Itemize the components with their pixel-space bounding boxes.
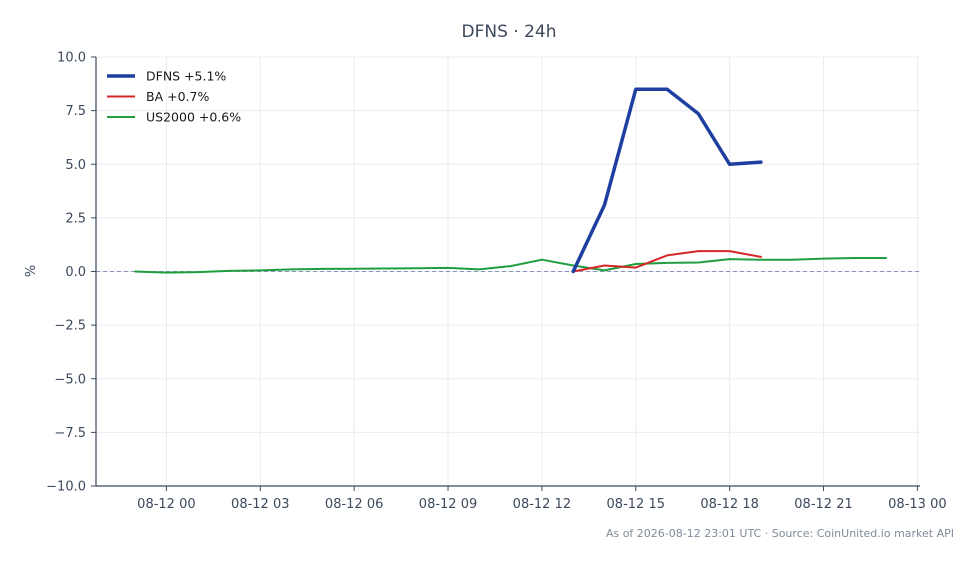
x-tick-label: 08-12 00 (137, 497, 195, 512)
series-line-1 (572, 250, 762, 273)
legend: DFNS +5.1% BA +0.7% US2000 +0.6% (107, 69, 241, 125)
x-tick-label: 08-12 18 (700, 497, 758, 512)
legend-entry: BA +0.7% (146, 89, 209, 104)
x-tick-label: 08-12 15 (607, 497, 665, 512)
chart-title: DFNS · 24h (462, 22, 557, 42)
y-tick-label: 0.0 (65, 265, 86, 280)
series-lines (134, 87, 888, 274)
series-line-2 (134, 257, 888, 274)
y-tick-label: 2.5 (65, 211, 86, 226)
legend-entry: DFNS +5.1% (146, 69, 226, 84)
x-tick-label: 08-12 06 (325, 497, 383, 512)
y-tick-label: −10.0 (46, 480, 86, 495)
series-line-0 (571, 87, 763, 274)
source-footnote: As of 2026-08-12 23:01 UTC · Source: Coi… (606, 527, 954, 540)
x-tick-label: 08-12 03 (231, 497, 289, 512)
y-tick-label: −5.0 (54, 372, 86, 387)
y-tick-label: 10.0 (57, 51, 86, 66)
axes: 10.0 7.5 5.0 2.5 0.0 −2.5 −5.0 −7.5 −10.0 08-12 0… (46, 51, 946, 513)
x-tick-label: 08-12 21 (794, 497, 852, 512)
y-tick-label: −2.5 (54, 319, 86, 334)
x-tick-label: 08-12 12 (513, 497, 571, 512)
y-tick-label: 7.5 (65, 104, 86, 119)
x-tick-label: 08-13 00 (888, 497, 946, 512)
y-tick-label: 5.0 (65, 158, 86, 173)
y-axis-label: % (24, 265, 39, 277)
y-tick-label: −7.5 (54, 426, 86, 441)
legend-entry: US2000 +0.6% (146, 110, 241, 125)
x-tick-label: 08-12 09 (419, 497, 477, 512)
